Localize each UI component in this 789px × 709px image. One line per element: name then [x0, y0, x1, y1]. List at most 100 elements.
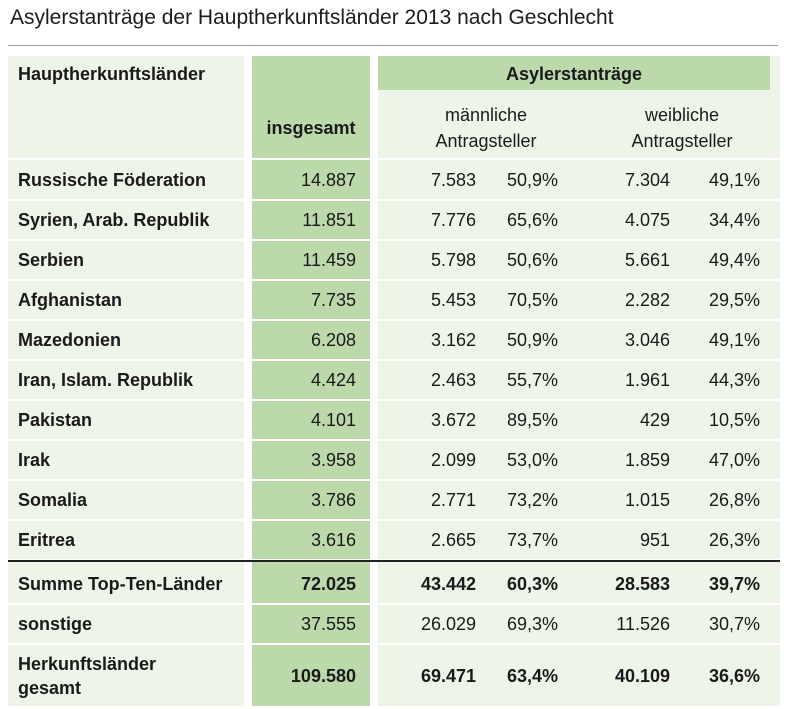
row-female: 1.961 — [624, 370, 670, 390]
header-male-line1: männliche — [444, 105, 528, 125]
row-male-pct: 73,7% — [506, 530, 558, 550]
row-male: 69.471 — [420, 666, 476, 686]
row-total: 72.025 — [300, 574, 356, 594]
row-male: 5.798 — [430, 250, 476, 270]
row-male-pct: 65,6% — [506, 210, 558, 230]
row-female-pct: 26,8% — [708, 490, 760, 510]
row-female: 1.015 — [624, 490, 670, 510]
row-separator — [8, 479, 780, 481]
row-female-pct: 49,1% — [708, 170, 760, 190]
table-row: Irak 3.958 2.099 53,0% 1.859 47,0% — [8, 440, 780, 480]
row-male-pct: 50,9% — [506, 170, 558, 190]
row-male: 26.029 — [420, 614, 476, 634]
summary-rule — [8, 560, 780, 562]
row-total: 14.887 — [300, 170, 356, 190]
row-country: Afghanistan — [18, 290, 123, 310]
table-row: Serbien 11.459 5.798 50,6% 5.661 49,4% — [8, 240, 780, 280]
row-female: 4.075 — [624, 210, 670, 230]
header-female-line2: Antragsteller — [631, 131, 733, 151]
row-male-pct: 63,4% — [506, 666, 558, 686]
row-total: 4.101 — [310, 410, 356, 430]
gender-columns-bg — [378, 56, 780, 706]
row-male: 5.453 — [430, 290, 476, 310]
column-separator — [244, 56, 252, 706]
row-male: 2.099 — [430, 450, 476, 470]
asyl-header-bg — [378, 56, 770, 90]
row-separator — [8, 359, 780, 361]
row-female-pct: 29,5% — [708, 290, 760, 310]
header-female: weibliche Antragsteller — [584, 102, 780, 154]
row-male: 2.665 — [430, 530, 476, 550]
row-female: 7.304 — [624, 170, 670, 190]
header-male-line2: Antragsteller — [435, 131, 537, 151]
row-country: Mazedonien — [18, 330, 122, 350]
row-total: 109.580 — [290, 666, 356, 686]
row-country: Iran, Islam. Republik — [18, 370, 194, 390]
row-country: Syrien, Arab. Republik — [18, 210, 210, 230]
row-female-pct: 36,6% — [708, 666, 760, 686]
row-female: 1.859 — [624, 450, 670, 470]
table-row: Pakistan 4.101 3.672 89,5% 429 10,5% — [8, 400, 780, 440]
row-female: 28.583 — [614, 574, 670, 594]
row-total: 6.208 — [310, 330, 356, 350]
header-female-line1: weibliche — [644, 105, 720, 125]
row-country: Summe Top-Ten-Länder — [18, 574, 223, 594]
header-total: insgesamt — [266, 118, 356, 138]
row-male: 2.771 — [430, 490, 476, 510]
row-country: Somalia — [18, 490, 88, 510]
header-country: Hauptherkunftsländer — [18, 64, 206, 84]
row-total: 3.786 — [310, 490, 356, 510]
row-male: 7.583 — [430, 170, 476, 190]
table-row: Summe Top-Ten-Länder 72.025 43.442 60,3% 28.… — [8, 564, 780, 604]
row-male: 43.442 — [420, 574, 476, 594]
row-separator — [8, 439, 780, 441]
row-total: 3.616 — [310, 530, 356, 550]
table-row: Mazedonien 6.208 3.162 50,9% 3.046 49,1% — [8, 320, 780, 360]
row-total: 7.735 — [310, 290, 356, 310]
row-total: 4.424 — [310, 370, 356, 390]
row-male-pct: 69,3% — [506, 614, 558, 634]
row-country: Herkunftsländer gesamt — [18, 652, 156, 700]
row-female-pct: 10,5% — [708, 410, 760, 430]
row-female-pct: 34,4% — [708, 210, 760, 230]
row-female: 40.109 — [614, 666, 670, 686]
row-male-pct: 55,7% — [506, 370, 558, 390]
row-separator — [8, 199, 780, 201]
table-row: Afghanistan 7.735 5.453 70,5% 2.282 29,5% — [8, 280, 780, 320]
row-separator — [8, 519, 780, 521]
row-female-pct: 30,7% — [708, 614, 760, 634]
row-female-pct: 47,0% — [708, 450, 760, 470]
row-female-pct: 26,3% — [708, 530, 760, 550]
country-column-bg — [8, 56, 244, 706]
row-female-pct: 39,7% — [708, 574, 760, 594]
header-male: männliche Antragsteller — [388, 102, 584, 154]
row-separator — [8, 239, 780, 241]
row-female: 11.526 — [616, 614, 670, 634]
row-country-line2: gesamt — [18, 678, 82, 698]
row-female: 951 — [639, 530, 670, 550]
row-male-pct: 60,3% — [506, 574, 558, 594]
row-male-pct: 53,0% — [506, 450, 558, 470]
header-separator — [8, 158, 780, 160]
table-row: Eritrea 3.616 2.665 73,7% 951 26,3% — [8, 520, 780, 560]
row-male: 3.672 — [430, 410, 476, 430]
row-female-pct: 44,3% — [708, 370, 760, 390]
row-female-pct: 49,1% — [708, 330, 760, 350]
row-male-pct: 50,6% — [506, 250, 558, 270]
table-row-total: Herkunftsländer gesamt 109.580 69.471 63… — [8, 648, 780, 698]
header-asyl: Asylerstanträge — [505, 64, 643, 84]
table-title: Asylerstanträge der Hauptherkunftsländer… — [10, 6, 614, 29]
row-male-pct: 70,5% — [506, 290, 558, 310]
total-column-bg — [252, 56, 370, 706]
row-country: Russische Föderation — [18, 170, 207, 190]
row-separator — [8, 399, 780, 401]
row-female: 5.661 — [624, 250, 670, 270]
row-separator — [8, 643, 780, 645]
row-country: Serbien — [18, 250, 85, 270]
table-row: Russische Föderation 14.887 7.583 50,9% 7.30… — [8, 160, 780, 200]
row-total: 11.851 — [302, 210, 356, 230]
row-female: 3.046 — [624, 330, 670, 350]
table-row: Somalia 3.786 2.771 73,2% 1.015 26,8% — [8, 480, 780, 520]
row-country: Eritrea — [18, 530, 76, 550]
row-country: sonstige — [18, 614, 93, 634]
